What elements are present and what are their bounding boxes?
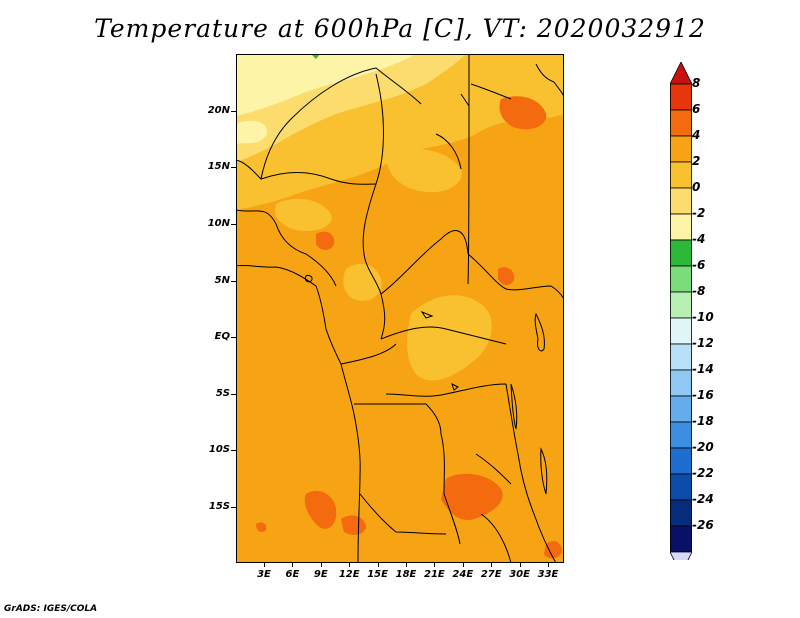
colorbar-label: -10	[692, 310, 714, 324]
field-warm-5	[498, 267, 515, 286]
field-warm-3	[499, 96, 547, 130]
colorbar-label: -20	[692, 440, 714, 454]
lon-label: 3E	[257, 569, 271, 580]
colorbar-segment	[670, 135, 692, 163]
colorbar-bottom-arrow	[670, 551, 692, 560]
colorbar-label: -18	[692, 414, 714, 428]
field-warm-7	[544, 541, 562, 559]
lat-label: 5N	[214, 275, 230, 286]
field-warm-2	[441, 473, 503, 520]
colorbar-segment	[670, 421, 692, 449]
field-warm-6	[341, 515, 366, 535]
colorbar-label: -14	[692, 362, 714, 376]
field-band-m4tom2-b	[236, 120, 267, 144]
lat-label: EQ	[214, 331, 230, 342]
field-warm-1	[304, 490, 337, 529]
lon-tick	[320, 563, 322, 567]
colorbar-label: 2	[692, 154, 701, 168]
lon-tick	[349, 563, 351, 567]
lon-tick	[548, 563, 549, 567]
lat-label: 5S	[215, 388, 230, 399]
field-patch-central	[407, 295, 492, 381]
field-patch-west	[343, 263, 382, 301]
colorbar-segment	[670, 187, 692, 215]
lat-tick	[231, 281, 236, 282]
colorbar-label: -22	[692, 466, 714, 480]
colorbar	[670, 62, 692, 560]
lat-tick	[231, 111, 236, 112]
footer-credit: GrADS: IGES/COLA	[4, 604, 98, 614]
chart-title: Temperature at 600hPa [C], VT: 202003291…	[94, 14, 706, 43]
lon-tick	[292, 563, 294, 567]
colorbar-segment	[670, 343, 692, 371]
lat-label: 10S	[208, 444, 230, 455]
colorbar-segment	[670, 395, 692, 423]
lon-tick	[264, 563, 265, 567]
lon-tick	[434, 563, 436, 567]
field-patch-ne	[386, 149, 462, 193]
field-green-speck	[311, 54, 320, 59]
colorbar-label: -24	[692, 492, 714, 506]
colorbar-label: -26	[692, 518, 714, 532]
lon-tick	[377, 563, 379, 567]
colorbar-segment	[670, 473, 692, 501]
colorbar-segment	[670, 83, 692, 111]
lon-label: 24E	[452, 569, 474, 580]
lon-tick	[462, 563, 464, 567]
lon-label: 27E	[480, 569, 502, 580]
field-patch-nw	[274, 198, 332, 232]
colorbar-label: 8	[692, 76, 701, 90]
field-warm-8	[256, 522, 267, 532]
colorbar-label: -12	[692, 336, 714, 350]
colorbar-label: 0	[692, 180, 701, 194]
lon-label: 18E	[395, 569, 417, 580]
temperature-map	[236, 54, 564, 563]
lat-tick	[231, 394, 236, 395]
colorbar-label: -16	[692, 388, 714, 402]
lat-label: 10N	[207, 218, 230, 229]
colorbar-segment	[670, 213, 692, 241]
lat-tick	[231, 167, 236, 168]
lon-label: 33E	[537, 569, 559, 580]
lat-tick	[231, 450, 236, 451]
colorbar-segment	[670, 239, 692, 267]
country-borders	[236, 54, 564, 563]
lat-label: 15N	[207, 161, 230, 172]
lon-label: 30E	[509, 569, 530, 580]
colorbar-segment	[670, 499, 692, 527]
colorbar-segment	[670, 317, 692, 345]
lon-label: 15E	[367, 569, 388, 580]
lon-tick	[519, 563, 521, 567]
colorbar-segment	[670, 447, 692, 475]
lat-tick	[231, 507, 236, 508]
lat-label: 20N	[207, 105, 230, 116]
lon-label: 9E	[313, 569, 328, 580]
colorbar-segment	[670, 265, 692, 293]
lon-label: 12E	[338, 569, 360, 580]
colorbar-segment	[670, 525, 692, 553]
colorbar-label: -6	[692, 258, 706, 272]
colorbar-segment	[670, 109, 692, 137]
lon-tick	[406, 563, 407, 567]
colorbar-segment	[670, 291, 692, 319]
colorbar-segment	[670, 161, 692, 189]
colorbar-segment	[670, 369, 692, 397]
lon-tick	[491, 563, 493, 567]
colorbar-label: 4	[692, 128, 701, 142]
colorbar-top-arrow	[670, 62, 692, 85]
lat-tick	[231, 224, 236, 225]
colorbar-label: -4	[692, 232, 706, 246]
colorbar-label: 6	[692, 102, 701, 116]
lon-label: 21E	[424, 569, 445, 580]
field-warm-4	[316, 231, 335, 250]
lat-label: 15S	[208, 501, 230, 512]
lat-tick	[231, 337, 236, 338]
lon-label: 6E	[285, 569, 300, 580]
colorbar-label: -8	[692, 284, 706, 298]
colorbar-label: -2	[692, 206, 706, 220]
